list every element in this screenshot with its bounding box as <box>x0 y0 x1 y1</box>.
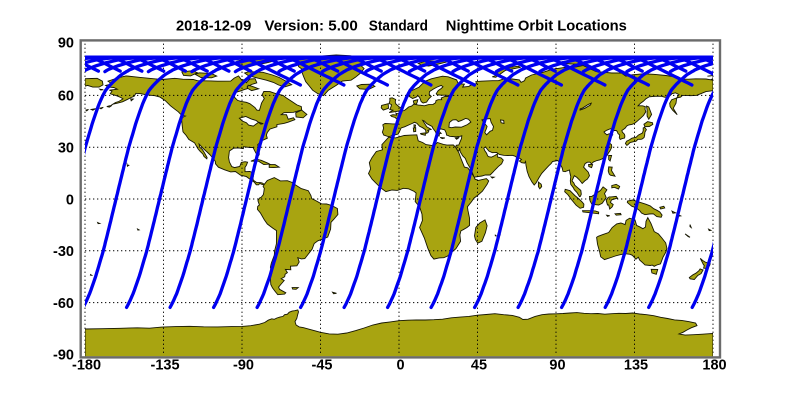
svg-text:2018-12-09: 2018-12-09 <box>176 18 251 34</box>
svg-text:180: 180 <box>702 357 726 373</box>
svg-text:45: 45 <box>471 357 487 373</box>
svg-text:0: 0 <box>396 357 404 373</box>
svg-text:30: 30 <box>58 141 74 157</box>
svg-text:-90: -90 <box>233 357 254 373</box>
svg-text:60: 60 <box>58 89 74 105</box>
svg-text:Version: 5.00: Version: 5.00 <box>264 18 357 34</box>
svg-text:0: 0 <box>66 192 74 208</box>
svg-text:-45: -45 <box>312 357 333 373</box>
svg-text:90: 90 <box>549 357 565 373</box>
svg-text:-90: -90 <box>53 348 74 364</box>
svg-text:135: 135 <box>624 357 648 373</box>
svg-text:-30: -30 <box>53 244 74 260</box>
svg-text:-60: -60 <box>53 296 74 312</box>
svg-text:Standard: Standard <box>369 18 428 34</box>
svg-text:Nighttime Orbit Locations: Nighttime Orbit Locations <box>446 18 627 34</box>
svg-text:-135: -135 <box>150 357 179 373</box>
svg-text:90: 90 <box>58 36 74 52</box>
svg-text:-180: -180 <box>72 357 101 373</box>
